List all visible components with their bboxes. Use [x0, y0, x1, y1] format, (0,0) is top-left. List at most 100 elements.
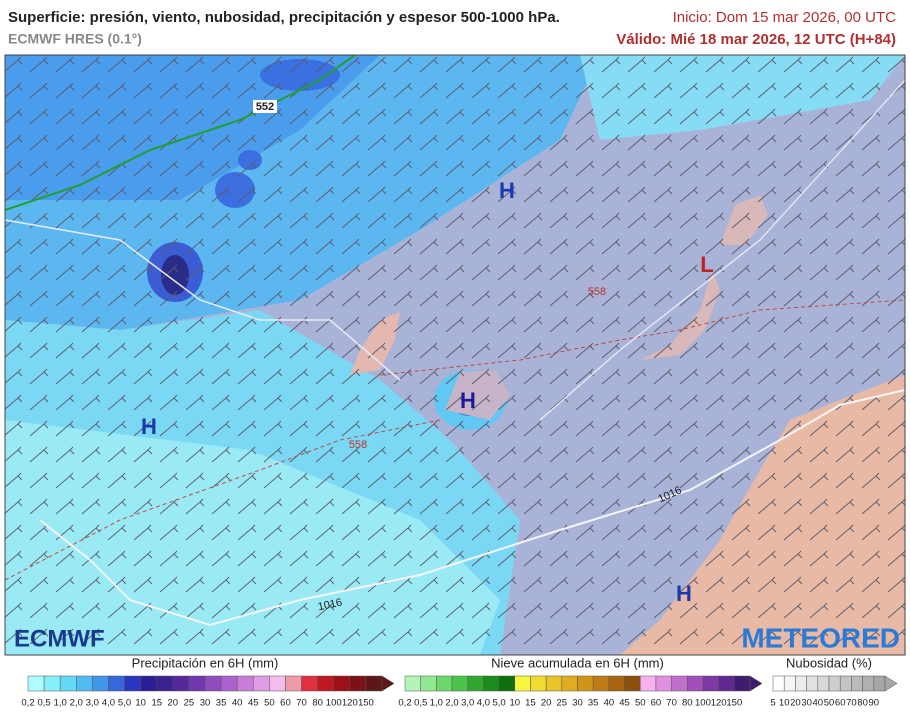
legend-label: 50: [824, 698, 835, 709]
legend-swatch: [285, 675, 302, 692]
legend-label: 120: [342, 698, 358, 709]
legend-swatch: [349, 675, 367, 692]
legend-swatch: [718, 675, 735, 692]
legend-label: 50: [635, 698, 646, 709]
legend-swatch: [734, 675, 751, 692]
thickness-label: 558: [588, 286, 606, 298]
legends: Precipitación en 6H (mm)0,2 0,5 1,0 2,0 3,0 4…: [21, 655, 898, 709]
legend-label: 30: [572, 698, 583, 709]
legend-label: 10: [779, 698, 790, 709]
legend-label: 70: [846, 698, 857, 709]
legend-label: 20: [541, 698, 552, 709]
legend-label: 3,0: [461, 698, 474, 709]
legend-swatch: [498, 675, 516, 692]
isobar-label: 1016: [317, 596, 343, 613]
thickness-label: 552: [256, 101, 274, 113]
pressure-center: H: [499, 178, 515, 203]
legend-swatch: [783, 675, 796, 692]
thickness-label: 558: [349, 439, 367, 451]
legend-label: 15: [151, 698, 162, 709]
legend-swatch: [862, 675, 875, 692]
legend-swatch: [795, 675, 807, 692]
legend-swatch: [172, 675, 190, 692]
legend-arrow: [749, 675, 763, 692]
legend-label: 1,0: [54, 698, 67, 709]
legend-swatch: [188, 675, 206, 692]
legend-swatch: [577, 675, 594, 692]
legend-label: 30: [200, 698, 211, 709]
legend-label: 45: [248, 698, 259, 709]
legend-swatch: [806, 675, 819, 692]
legend-swatch: [333, 675, 351, 692]
legend-swatch: [828, 675, 841, 692]
legend-swatch: [220, 675, 238, 692]
legend-swatch: [253, 675, 270, 692]
legend-label: 45: [619, 698, 630, 709]
legend-label: 3,0: [86, 698, 99, 709]
legend-label: 5,0: [118, 698, 131, 709]
legend-label: 50: [264, 698, 275, 709]
legend-swatch: [702, 675, 719, 692]
legend-label: 20: [168, 698, 179, 709]
legend-label: 15: [525, 698, 536, 709]
legend-label: 25: [184, 698, 195, 709]
legend-label: 35: [588, 698, 599, 709]
legend-title: Nieve acumulada en 6H (mm): [491, 655, 664, 670]
legend-title: Nubosidad (%): [786, 655, 872, 670]
legend-swatch: [514, 675, 531, 692]
legend-label: 30: [801, 698, 812, 709]
init-time: Inicio: Dom 15 mar 2026, 00 UTC: [673, 9, 897, 26]
legend-label: 4,0: [477, 698, 490, 709]
legend-swatch: [530, 675, 547, 692]
legend-label: 150: [358, 698, 374, 709]
legend-swatch: [483, 675, 500, 692]
legend-label: 25: [557, 698, 568, 709]
legend-label: 5: [770, 698, 775, 709]
legend-swatch: [467, 675, 484, 692]
legend-swatch: [124, 675, 141, 692]
legend-label: 2,0: [70, 698, 83, 709]
pressure-center: L: [700, 252, 713, 277]
legend-swatch: [687, 675, 704, 692]
legend-label: 0,5: [37, 698, 50, 709]
legend-swatch: [404, 675, 421, 692]
legend-swatch: [624, 675, 641, 692]
legend-swatch: [436, 675, 453, 692]
model-name: ECMWF HRES (0.1°): [8, 31, 142, 47]
legend-arrow: [884, 675, 898, 692]
legend-label: 40: [813, 698, 824, 709]
legend-swatch: [59, 675, 77, 692]
legend-swatch: [420, 675, 437, 692]
legend-swatch: [639, 675, 657, 692]
legend-swatch: [873, 675, 886, 692]
legend-swatch: [301, 675, 318, 692]
legend-label: 0,2: [398, 698, 411, 709]
legend-label: 2,0: [445, 698, 458, 709]
legend-swatch: [156, 675, 174, 692]
legend-label: 10: [509, 698, 520, 709]
legend-swatch: [269, 675, 286, 692]
map-frame: [4, 54, 906, 656]
legend-swatch: [140, 675, 157, 692]
legend-label: 35: [216, 698, 227, 709]
legend-label: 100: [695, 698, 711, 709]
legend-label: 60: [835, 698, 846, 709]
legend-label: 60: [651, 698, 662, 709]
logo-ecmwf: ECMWF: [14, 625, 105, 652]
map-title: Superficie: presión, viento, nubosidad, …: [8, 9, 560, 26]
legend-swatch: [671, 675, 688, 692]
legend-label: 5,0: [492, 698, 505, 709]
legend-label: 40: [604, 698, 615, 709]
legend-swatch: [839, 675, 852, 692]
legend-label: 1,0: [430, 698, 443, 709]
legend-label: 90: [869, 698, 880, 709]
legend-swatch: [817, 675, 830, 692]
legend-label: 120: [711, 698, 727, 709]
legend-label: 70: [296, 698, 307, 709]
legend-label: 0,5: [414, 698, 427, 709]
legend-label: 20: [790, 698, 801, 709]
legend-label: 70: [666, 698, 677, 709]
legend-swatch: [108, 675, 125, 692]
legend-label: 0,2: [21, 698, 34, 709]
